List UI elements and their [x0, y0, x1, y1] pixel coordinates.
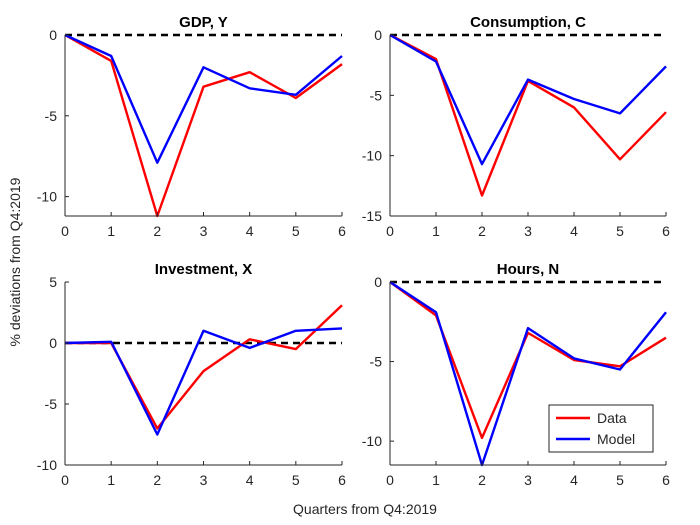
x-tick-label: 2 — [478, 472, 486, 488]
y-tick-label: 0 — [49, 335, 57, 351]
chart-panel: Investment, X 0 1 2 3 4 5 6 5 0 -5 -10 — [37, 261, 346, 488]
series-line-model — [64, 33, 343, 164]
x-tick-label: 2 — [153, 223, 161, 239]
x-tick-label: 3 — [524, 472, 532, 488]
x-tick-label: 0 — [61, 223, 69, 239]
x-tick-label: 1 — [107, 223, 115, 239]
x-tick-label: 2 — [153, 472, 161, 488]
legend-label-data: Data — [597, 410, 627, 426]
x-tick-label: 6 — [662, 223, 670, 239]
x-tick-label: 1 — [432, 223, 440, 239]
series-line-model — [389, 33, 667, 166]
x-tick-label: 0 — [386, 472, 394, 488]
x-tick-label: 0 — [61, 472, 69, 488]
figure-x-axis-label: Quarters from Q4:2019 — [293, 501, 437, 517]
y-tick-label: -5 — [370, 354, 383, 370]
x-tick-label: 6 — [338, 472, 346, 488]
figure-y-axis-label: % deviations from Q4:2019 — [7, 177, 23, 346]
x-tick-label: 1 — [107, 472, 115, 488]
x-tick-label: 4 — [570, 472, 578, 488]
chart-panel: GDP, Y 0 1 2 3 4 5 6 0 -5 -10 — [37, 14, 346, 239]
x-tick-label: 0 — [386, 223, 394, 239]
legend-box — [548, 404, 654, 453]
x-tick-label: 3 — [200, 223, 208, 239]
series-line-model — [64, 327, 343, 436]
chart-panel: Hours, N 0 1 2 3 4 5 6 0 -5 -10 Data Model — [362, 261, 670, 488]
x-tick-label: 5 — [292, 223, 300, 239]
x-tick-label: 1 — [432, 472, 440, 488]
y-tick-label: -5 — [45, 396, 58, 412]
series-line-model — [389, 280, 667, 467]
x-tick-label: 6 — [338, 223, 346, 239]
chart-title: Hours, N — [497, 261, 560, 278]
x-tick-label: 5 — [616, 472, 624, 488]
x-tick-label: 3 — [200, 472, 208, 488]
chart-title: GDP, Y — [179, 14, 228, 31]
chart-panel: Consumption, C 0 1 2 3 4 5 6 0 -5 -10 -15 — [362, 14, 670, 239]
x-tick-label: 6 — [662, 472, 670, 488]
legend: Data Model — [548, 404, 654, 453]
chart-title: Consumption, C — [470, 14, 586, 31]
x-tick-label: 5 — [292, 472, 300, 488]
x-tick-label: 5 — [616, 223, 624, 239]
y-tick-label: -10 — [37, 457, 57, 473]
y-tick-label: 0 — [49, 27, 57, 43]
y-tick-label: -5 — [45, 108, 58, 124]
panels: GDP, Y 0 1 2 3 4 5 6 0 -5 -10 Consumption, C 0 1 2 3 4 5 6… — [37, 14, 670, 488]
chart-title: Investment, X — [155, 261, 253, 278]
x-tick-label: 4 — [570, 223, 578, 239]
y-tick-label: 5 — [49, 274, 57, 290]
x-tick-label: 4 — [246, 223, 254, 239]
y-tick-label: -15 — [362, 208, 382, 224]
y-tick-label: -10 — [362, 148, 382, 164]
x-tick-label: 4 — [246, 472, 254, 488]
series-line-data — [64, 33, 343, 218]
x-tick-label: 2 — [478, 223, 486, 239]
y-tick-label: 0 — [374, 27, 382, 43]
y-tick-label: -5 — [370, 87, 383, 103]
y-tick-label: 0 — [374, 274, 382, 290]
y-tick-label: -10 — [37, 189, 57, 205]
y-tick-label: -10 — [362, 433, 382, 449]
x-tick-label: 3 — [524, 223, 532, 239]
legend-label-model: Model — [597, 431, 635, 447]
